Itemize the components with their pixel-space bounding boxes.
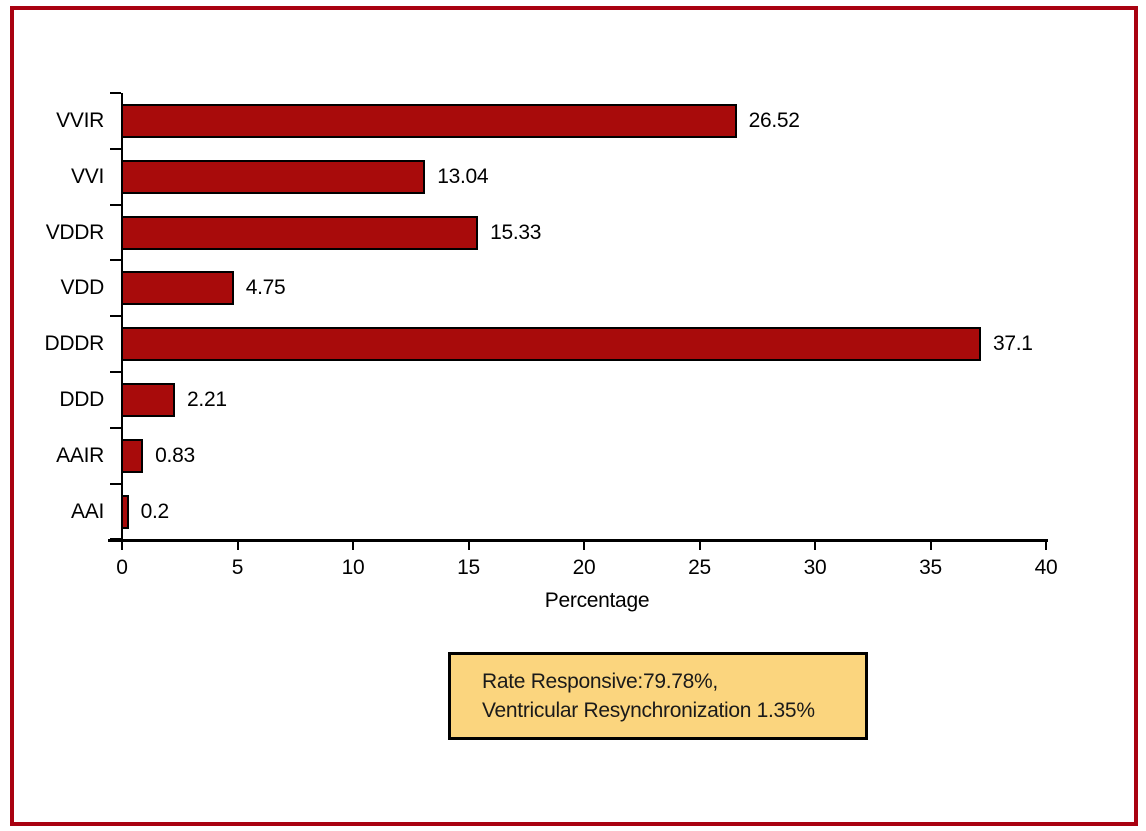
x-axis-tick-label: 0 [116,556,128,580]
x-axis-tick-label: 40 [1034,556,1058,580]
value-label: 26.52 [748,108,800,132]
value-label: 37.1 [993,332,1033,356]
value-label: 2.21 [187,387,227,411]
category-label: VVI [71,164,104,188]
y-axis-tick [110,259,121,262]
category-label: AAIR [56,443,104,467]
value-label: 15.33 [490,220,542,244]
category-label: VDD [60,276,105,300]
y-axis-tick [110,147,121,150]
x-axis-tick-label: 5 [231,556,244,580]
bar [121,382,176,417]
x-axis-tick [236,542,239,551]
bar [121,159,426,194]
category-label: VVIR [56,109,104,132]
category-label: DDDR [44,332,105,356]
x-axis-line [108,539,1048,543]
y-axis-tick [110,315,121,318]
bar [121,438,144,473]
figure-border [10,6,1138,826]
x-axis-tick-label: 15 [457,556,480,580]
x-axis-tick-label: 20 [572,556,596,580]
x-axis-tick [698,542,701,551]
y-axis-tick [110,203,121,206]
bar [121,271,234,306]
annotation-line-1: Rate Responsive:79.78%, [482,670,718,693]
value-label: 0.2 [140,499,170,523]
value-label: 4.75 [245,276,286,300]
x-axis-tick-label: 10 [341,556,365,580]
x-axis-tick [467,542,470,551]
y-axis-tick [110,371,121,373]
bar [121,215,479,250]
x-axis-tick-label: 35 [919,556,942,580]
annotation-line-2: Ventricular Resynchronization 1.35% [482,699,815,722]
bar [121,327,981,362]
bar [121,103,737,138]
value-label: 0.83 [155,443,195,467]
x-axis-tick-label: 30 [803,556,827,580]
x-axis-title: Percentage [544,589,650,612]
x-axis-tick-label: 25 [688,556,711,580]
y-axis-tick [110,92,121,94]
x-axis-tick [1045,542,1047,551]
x-axis-tick [121,542,123,551]
x-axis-tick [352,542,354,551]
y-axis-tick [110,426,121,429]
y-axis-tick [110,482,121,485]
category-label: VDDR [45,220,105,244]
x-axis-tick [814,542,816,551]
x-axis-tick [583,542,585,551]
x-axis-tick [929,542,932,551]
annotation-box: Rate Responsive:79.78%, Ventricular Resy… [448,652,868,740]
category-label: DDD [59,388,104,411]
value-label: 13.04 [437,164,489,188]
category-label: AAI [71,499,104,523]
y-axis-line [121,93,123,542]
bar [121,494,129,529]
